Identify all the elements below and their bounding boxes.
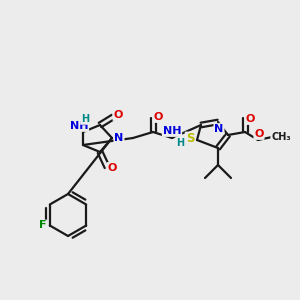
Text: H: H [176, 138, 184, 148]
Text: O: O [254, 129, 264, 139]
Text: O: O [245, 114, 255, 124]
Text: S: S [186, 133, 194, 146]
Text: F: F [39, 220, 46, 230]
Text: H: H [81, 114, 89, 124]
Text: NH: NH [70, 121, 88, 131]
Text: O: O [153, 112, 163, 122]
Text: O: O [113, 110, 123, 120]
Text: N: N [114, 133, 124, 143]
Text: CH₃: CH₃ [271, 132, 291, 142]
Text: O: O [107, 163, 117, 173]
Text: NH: NH [163, 126, 181, 136]
Text: N: N [214, 124, 224, 134]
